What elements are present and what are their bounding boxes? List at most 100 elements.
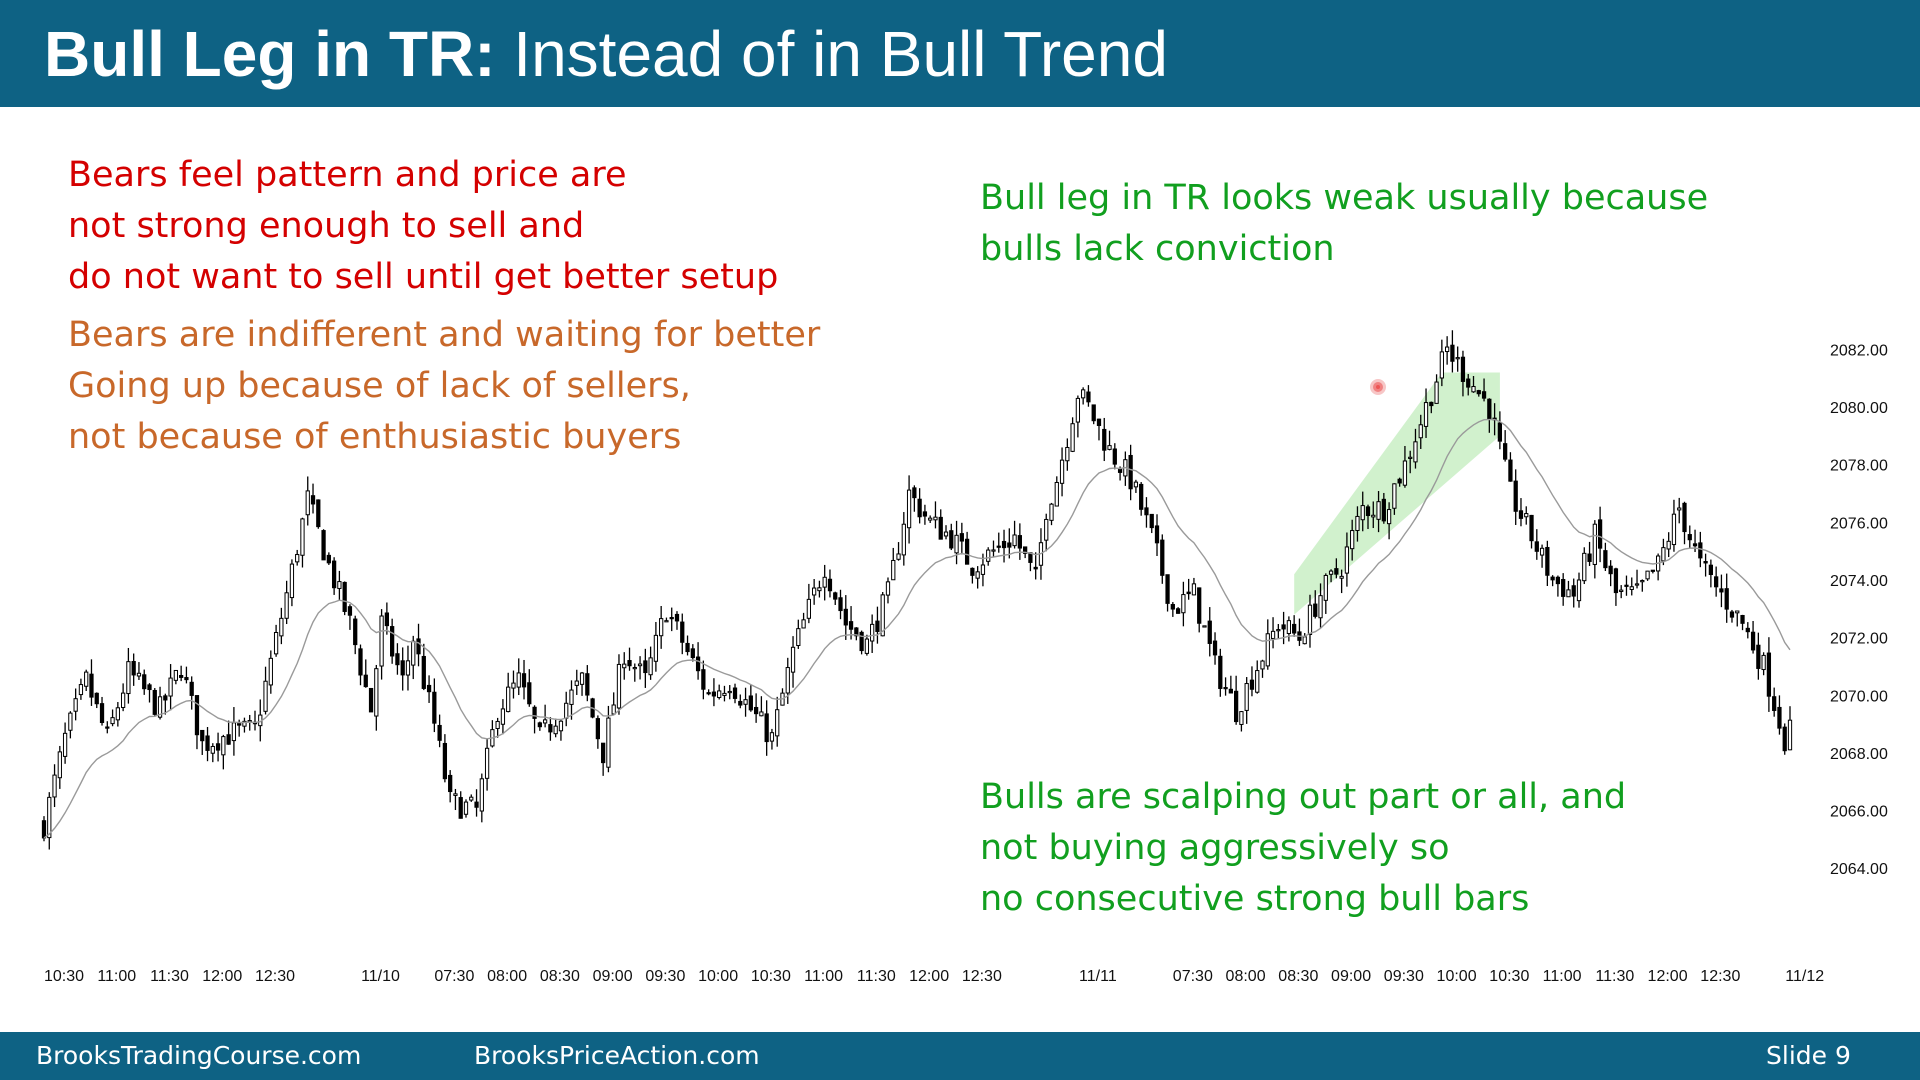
bear-candle (690, 648, 695, 659)
bull-candle (284, 592, 289, 619)
bull-candle (1355, 515, 1360, 531)
bear-candle (732, 687, 738, 699)
bull-candle (1761, 654, 1766, 671)
bull-candle (1307, 604, 1313, 635)
bear-candle (1777, 706, 1782, 729)
bear-candle (1165, 574, 1170, 604)
bull-candle (1386, 509, 1392, 525)
y-tick-label: 2076.00 (1830, 515, 1888, 532)
bear-candle (1197, 587, 1202, 624)
bulls-scalping-line-2: not buying aggressively so (980, 828, 1450, 868)
bear-candle (1228, 688, 1233, 694)
bull-candle (500, 708, 506, 725)
x-tick-label: 12:00 (909, 968, 949, 985)
bear-candle (426, 684, 432, 693)
bull-candle (411, 640, 416, 666)
bear-candle (1281, 624, 1286, 630)
bear-candle (912, 487, 917, 499)
bear-candle (347, 606, 353, 616)
bear-candle (1756, 644, 1761, 669)
x-tick-label: 12:00 (202, 968, 242, 985)
bull-candle (743, 699, 748, 705)
bull-candle (126, 661, 131, 695)
bear-candle (163, 695, 168, 701)
slide-title: Bull Leg in TR: Instead of in Bull Trend (44, 14, 1168, 94)
bull-candle (870, 623, 875, 642)
bear-candle (94, 692, 99, 705)
bear-candle (1207, 620, 1212, 644)
bull-candle (1133, 481, 1139, 488)
bear-candle (1545, 546, 1550, 576)
bear-candle (1687, 534, 1692, 541)
bull-candle (168, 677, 173, 697)
bull-candle (405, 660, 411, 676)
bear-candle (353, 618, 358, 646)
bear-candle (152, 689, 157, 715)
bear-candle (1139, 483, 1144, 510)
bull-candle (295, 554, 300, 563)
bull-candle (1323, 574, 1328, 601)
bull-candle (659, 618, 664, 637)
bear-candle (131, 660, 136, 676)
bear-candle (1234, 690, 1239, 723)
bull-candle (1070, 423, 1075, 452)
bear-candle (215, 743, 221, 751)
bull-candle (68, 712, 73, 731)
bull-candle (954, 534, 959, 554)
slide-title-rest: Instead of in Bull Trend (513, 18, 1168, 90)
bull-candle (933, 516, 938, 521)
bear-candle (1745, 627, 1750, 633)
bear-candle (848, 621, 854, 630)
bear-candle (938, 516, 943, 540)
bull-candle (47, 796, 52, 839)
bull-candle (84, 671, 89, 687)
bull-candle (822, 576, 827, 588)
bull-candle (1191, 583, 1197, 596)
bull-leg-line-2: bulls lack conviction (980, 229, 1335, 269)
bear-candle (1487, 398, 1492, 420)
bull-candle (1344, 546, 1350, 574)
x-axis-ticks: 10:30 11:00 11:30 12:00 12:30 11/10 07:30 08:00… (44, 968, 1824, 985)
bull-candle (78, 684, 84, 696)
bear-candle (1550, 576, 1555, 581)
bull-candle (1640, 580, 1645, 583)
bull-candle (606, 717, 611, 768)
bull-candle (1260, 660, 1265, 670)
bull-candle (943, 531, 949, 537)
bear-candle (368, 687, 374, 713)
bear-candle (1503, 443, 1508, 460)
bear-candle (859, 631, 864, 652)
bull-candle (1524, 513, 1529, 518)
x-tick-label: 09:00 (593, 968, 633, 985)
bull-candle (1081, 389, 1086, 399)
candles (41, 330, 1793, 850)
bull-candle (337, 581, 342, 589)
bears-red-line-3: do not want to sell until get better set… (68, 257, 779, 297)
bull-leg-line-1: Bull leg in TR looks weak usually becaus… (980, 178, 1709, 218)
bull-candle (1202, 625, 1207, 628)
bear-candle (601, 742, 606, 764)
bear-candle (753, 706, 759, 715)
y-tick-label: 2068.00 (1830, 746, 1888, 763)
bear-candle (1033, 566, 1038, 570)
bull-candle (1471, 386, 1476, 393)
bull-candle (1444, 346, 1450, 353)
bull-candle (1054, 481, 1059, 507)
bull-candle (574, 680, 579, 686)
bear-candle (395, 653, 400, 666)
bull-candle (1318, 595, 1323, 619)
bear-candle (1597, 519, 1603, 549)
bear-candle (1698, 542, 1703, 559)
bull-candle (812, 587, 817, 596)
bear-candle (1729, 611, 1735, 618)
bull-candle (495, 720, 500, 729)
bear-candle (537, 722, 542, 728)
bull-candle (115, 707, 120, 721)
footer-bar: BrooksTradingCourse.com BrooksPriceActio… (0, 1032, 1920, 1080)
bear-candle (1160, 539, 1165, 576)
bull-candle (1566, 589, 1571, 598)
bear-candle (458, 797, 463, 819)
x-tick-label: 11/11 (1079, 968, 1117, 985)
footer-site-course: BrooksTradingCourse.com (36, 1041, 362, 1070)
bear-candle (1603, 550, 1608, 569)
